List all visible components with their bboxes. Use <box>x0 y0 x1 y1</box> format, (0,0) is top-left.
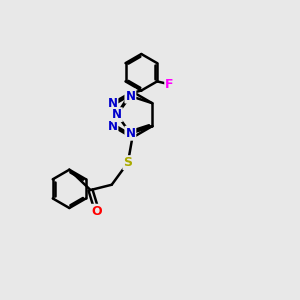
Text: N: N <box>107 97 117 110</box>
Text: S: S <box>123 156 132 169</box>
Text: N: N <box>107 120 117 133</box>
Text: N: N <box>112 108 122 121</box>
Text: O: O <box>92 205 102 218</box>
Text: N: N <box>125 127 135 140</box>
Text: F: F <box>165 78 174 91</box>
Text: N: N <box>125 90 135 103</box>
